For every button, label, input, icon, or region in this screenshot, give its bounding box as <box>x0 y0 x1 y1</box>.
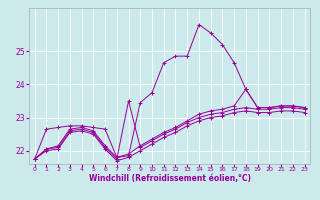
X-axis label: Windchill (Refroidissement éolien,°C): Windchill (Refroidissement éolien,°C) <box>89 174 251 183</box>
